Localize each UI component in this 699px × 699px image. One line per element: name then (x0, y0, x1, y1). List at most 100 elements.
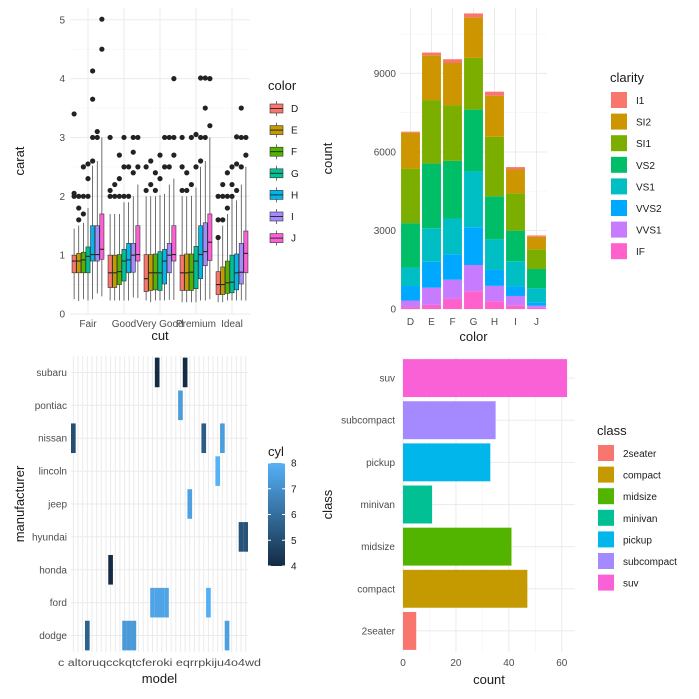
box-outlier-point (215, 193, 221, 199)
box-outlier-point (215, 234, 221, 241)
heat-cell-jeep-25 (187, 489, 193, 519)
box-outlier-point (193, 131, 199, 138)
legend-key-suv (598, 574, 614, 591)
box-iqr (107, 254, 113, 288)
box-premium-I (202, 75, 208, 301)
box-ideal-I (238, 105, 244, 301)
bar-segment-j-si2 (527, 236, 546, 250)
box-outlier-point (116, 193, 122, 199)
x-tick-label-premium: Premium (176, 319, 216, 330)
box-ideal-D (215, 193, 221, 303)
box-outlier-point (99, 16, 105, 22)
heat-cell-hyundai-37 (243, 522, 248, 552)
box-outlier-point (171, 134, 177, 141)
legend-title: class (597, 423, 627, 438)
bar-segment-d-vs2 (401, 223, 420, 268)
box-outlier-point (85, 176, 91, 182)
box-outlier-point (157, 176, 163, 182)
x-tick-label-i: I (514, 317, 517, 328)
bar-segment-j-if (527, 307, 546, 309)
bar-segment-h-if (485, 301, 504, 309)
box-outlier-point (76, 205, 82, 211)
box-outlier-point (188, 181, 194, 188)
colorbar-label-6: 6 (291, 510, 297, 521)
box-very-good-F (152, 170, 158, 301)
y-axis-title: count (320, 142, 335, 174)
box-good-G (121, 134, 127, 301)
y-tick-label: 0 (390, 305, 396, 316)
box-premium-J (207, 76, 213, 300)
box-outlier-point (202, 75, 208, 81)
box-outlier-point (121, 164, 127, 170)
bar-segment-i-vs1 (506, 261, 525, 287)
x-tick-label-d: D (407, 317, 414, 328)
box-outlier-point (107, 193, 113, 199)
legend-label-vvs2: VVS2 (636, 204, 662, 215)
bar-segment-d-if (401, 307, 420, 309)
heat-cell-ford-17 (150, 587, 155, 618)
x-tick-label-fair: Fair (79, 319, 97, 330)
legend-label-vs2: VS2 (636, 161, 655, 172)
box-outlier-point (99, 46, 105, 52)
bar-pickup (403, 443, 491, 482)
legend-label-f: F (291, 147, 297, 158)
box-outlier-point (162, 134, 168, 141)
box-outlier-point (224, 193, 230, 199)
bar-segment-e-vs1 (422, 228, 441, 262)
box-iqr (135, 225, 141, 262)
legend-label-si1: SI1 (636, 139, 651, 150)
legend-key-pickup (598, 531, 614, 548)
y-tick-label-2seater: 2seater (362, 626, 396, 637)
bar-segment-f-vs1 (443, 218, 462, 255)
box-outlier-point (184, 170, 190, 176)
bar-segment-i-vvs2 (506, 286, 525, 296)
box-premium-G (193, 131, 199, 303)
heat-cell-nissan-32 (220, 423, 225, 454)
box-outlier-point (85, 161, 91, 167)
box-iqr (224, 260, 230, 294)
box-outlier-point (198, 134, 204, 141)
bar-segment-e-si2 (422, 55, 441, 101)
y-tick-label: 5 (59, 15, 65, 26)
bar-segment-g-si2 (464, 17, 483, 58)
box-outlier-point (143, 164, 149, 170)
box-iqr (76, 253, 82, 274)
box-outlier-point (215, 217, 221, 223)
x-axis-title: color (459, 329, 488, 344)
box-iqr (166, 243, 172, 274)
bar-segment-g-vs1 (464, 171, 483, 228)
colorbar-label-8: 8 (291, 459, 297, 470)
legend-key-midsize (598, 488, 614, 505)
box-outlier-point (184, 187, 190, 194)
bar-segment-f-if (443, 298, 462, 309)
heat-cell-pontiac-23 (178, 390, 183, 421)
box-outlier-point (171, 76, 177, 82)
heat-cell-dodge-3 (84, 620, 90, 651)
legend-label-2seater: 2seater (623, 449, 657, 460)
heat-cell-dodge-13 (131, 620, 137, 651)
heat-cell-lincoln-31 (215, 456, 221, 486)
box-iqr (116, 254, 122, 285)
bar-segment-j-vs1 (527, 288, 546, 303)
bar-segment-i-if (506, 305, 525, 309)
bar-segment-g-si1 (464, 57, 483, 110)
box-iqr (215, 271, 221, 295)
box-fair-I (94, 128, 100, 294)
box-outlier-point (152, 187, 158, 194)
bar-segment-i-si1 (506, 193, 525, 231)
bar-segment-e-vvs2 (422, 261, 441, 288)
legend-label-vs1: VS1 (636, 182, 655, 193)
box-outlier-point (171, 152, 177, 158)
class-count-bar-panel: 0 20 40 60 2seater compact midsize minivan picku… (320, 357, 677, 687)
bar-segment-d-vvs2 (401, 286, 420, 301)
box-outlier-point (143, 187, 149, 194)
y-tick-label-compact: compact (357, 584, 395, 595)
box-outlier-point (162, 164, 168, 170)
bar-segment-d-si2 (401, 132, 420, 169)
box-fair-H (90, 68, 96, 300)
box-outlier-point (220, 217, 226, 223)
heat-cell-ford-19 (159, 587, 165, 618)
colorbar-label-5: 5 (291, 536, 297, 547)
heat-cell-ford-20 (164, 587, 169, 618)
